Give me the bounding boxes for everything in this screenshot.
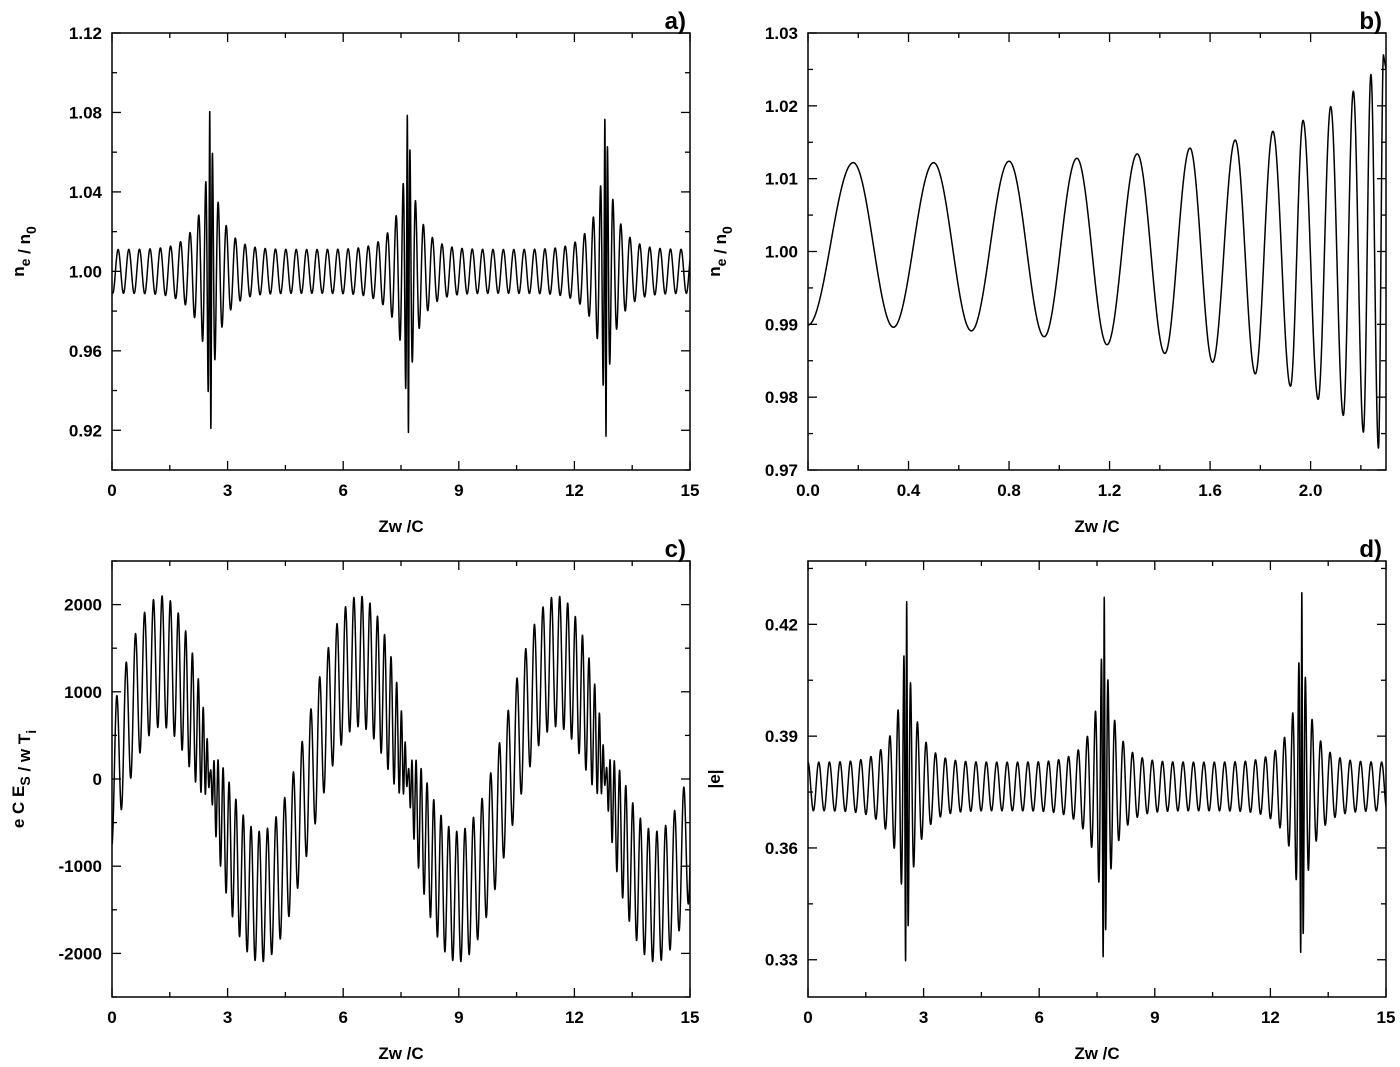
plot-frame	[807, 32, 1387, 471]
x-tick-label: 6	[338, 1008, 347, 1027]
x-tick-label: 0.8	[997, 481, 1021, 500]
y-tick-label: 0.36	[765, 839, 798, 858]
y-tick-label: 1.04	[69, 183, 103, 202]
panel-c: 0 3 6 9 12 15 -2000 -1000 0 1000 2000 Zw /C e C ES /…	[9, 536, 699, 1063]
panel-label: b)	[1359, 8, 1382, 35]
y-axis-title: ne / n0	[9, 226, 39, 277]
x-tick-label: 9	[454, 481, 463, 500]
x-axis-title: Zw /C	[1074, 517, 1119, 536]
x-tick-label: 6	[338, 481, 347, 500]
y-tick-label: 1.08	[69, 103, 102, 122]
panel-label: c)	[665, 536, 686, 563]
x-tick-label: 12	[1261, 1008, 1280, 1027]
y-axis-title: ne / n0	[705, 226, 735, 277]
y-tick-label: 0.96	[69, 342, 102, 361]
y-tick-label: 1.03	[765, 24, 798, 43]
x-axis-title: Zw /C	[378, 1044, 423, 1063]
y-tick-label: 0.97	[765, 461, 798, 480]
panel-b: 0.0 0.4 0.8 1.2 1.6 2.0 0.97 0.98 0.99 1.00 1.01 1.…	[705, 8, 1387, 536]
panel-label: d)	[1359, 536, 1382, 563]
y-tick-label: 0.92	[69, 421, 102, 440]
data-series-line	[808, 592, 1386, 962]
x-tick-label: 9	[1150, 1008, 1159, 1027]
y-tick-label: 1000	[64, 683, 102, 702]
x-tick-label: 3	[919, 1008, 928, 1027]
y-tick-label: 0.39	[765, 727, 798, 746]
y-tick-label: 0.98	[765, 388, 798, 407]
x-tick-label: 0	[803, 1008, 812, 1027]
x-tick-label: 15	[1377, 1008, 1396, 1027]
y-tick-label: 1.01	[765, 170, 798, 189]
data-series-line	[112, 595, 690, 963]
x-tick-label: 0.0	[796, 481, 820, 500]
y-tick-label: 2000	[64, 596, 102, 615]
data-series-line	[808, 54, 1386, 449]
y-tick-label: 1.00	[69, 262, 102, 281]
x-tick-label: 3	[223, 481, 232, 500]
data-series-line	[112, 110, 690, 438]
x-tick-label: 3	[223, 1008, 232, 1027]
y-axis-title: |e|	[705, 770, 724, 789]
x-axis-title: Zw /C	[1074, 1044, 1119, 1063]
y-tick-label: -1000	[59, 857, 102, 876]
plot-frame	[111, 560, 691, 998]
y-tick-label: 0.99	[765, 315, 798, 334]
x-tick-label: 15	[681, 481, 700, 500]
panel-a: 0 3 6 9 12 15 0.92 0.96 1.00 1.04 1.08 1.12 Zw /C ne …	[9, 8, 699, 536]
x-tick-label: 12	[565, 1008, 584, 1027]
x-tick-label: 2.0	[1299, 481, 1323, 500]
panel-label: a)	[665, 8, 686, 35]
y-tick-label: 1.12	[69, 24, 102, 43]
x-tick-label: 9	[454, 1008, 463, 1027]
x-axis-title: Zw /C	[378, 517, 423, 536]
x-tick-label: 1.2	[1098, 481, 1122, 500]
x-tick-label: 6	[1034, 1008, 1043, 1027]
y-tick-label: 1.02	[765, 97, 798, 116]
x-tick-label: 12	[565, 481, 584, 500]
x-tick-label: 1.6	[1198, 481, 1222, 500]
y-tick-label: 1.00	[765, 243, 798, 262]
y-tick-label: 0.33	[765, 951, 798, 970]
y-tick-label: -2000	[59, 944, 102, 963]
panel-d: 0 3 6 9 12 15 0.33 0.36 0.39 0.42 Zw /C |e| d)	[705, 536, 1395, 1063]
plot-frame	[111, 32, 691, 471]
x-tick-label: 0	[107, 1008, 116, 1027]
y-tick-label: 0	[93, 770, 102, 789]
y-axis-title: e C ES / w Ti	[9, 730, 39, 828]
y-tick-label: 0.42	[765, 615, 798, 634]
x-tick-label: 0	[107, 481, 116, 500]
x-tick-label: 15	[681, 1008, 700, 1027]
x-tick-label: 0.4	[897, 481, 921, 500]
